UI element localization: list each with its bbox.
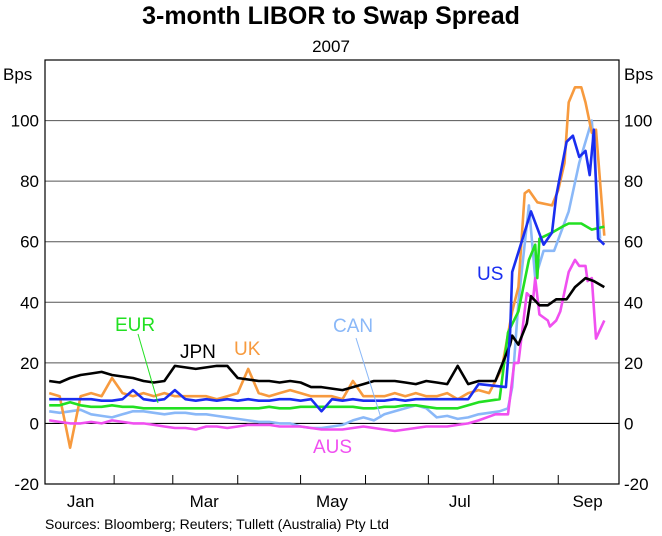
y-axis-label-left: Bps bbox=[3, 65, 32, 84]
series-line-jpn bbox=[49, 276, 605, 392]
plot-frame bbox=[44, 59, 620, 485]
series-label-uk: UK bbox=[234, 339, 261, 360]
y-tick-label-right: 0 bbox=[624, 414, 633, 433]
chart-subtitle: 2007 bbox=[312, 37, 350, 56]
y-tick-label-right: 40 bbox=[624, 293, 643, 312]
series-label-eur: EUR bbox=[115, 315, 155, 336]
chart-title: 3-month LIBOR to Swap Spread bbox=[142, 2, 520, 30]
x-tick-label: Mar bbox=[190, 492, 220, 511]
series-line-uk bbox=[48, 86, 606, 450]
series-line-aus bbox=[49, 258, 606, 433]
series-line-can bbox=[49, 119, 602, 430]
y-axis-label-right: Bps bbox=[624, 65, 653, 84]
y-tick-label-left: 60 bbox=[20, 233, 39, 252]
series-line-us bbox=[49, 128, 606, 413]
eur-leader-line bbox=[137, 333, 159, 404]
y-tick-label-left: 80 bbox=[20, 172, 39, 191]
y-tick-label-right: 20 bbox=[624, 354, 643, 373]
y-tick-label-right: 100 bbox=[624, 112, 652, 131]
y-tick-label-left: 0 bbox=[30, 414, 39, 433]
series-label-can: CAN bbox=[333, 316, 373, 337]
series-label-jpn: JPN bbox=[180, 342, 216, 363]
y-tick-label-right: -20 bbox=[624, 475, 649, 494]
y-tick-label-left: 20 bbox=[20, 354, 39, 373]
y-tick-label-left: -20 bbox=[14, 475, 39, 494]
y-tick-label-right: 60 bbox=[624, 233, 643, 252]
y-tick-label-right: 80 bbox=[624, 172, 643, 191]
series-line-eur bbox=[49, 222, 605, 410]
x-tick-label: Sep bbox=[572, 492, 602, 511]
source-note: Sources: Bloomberg; Reuters; Tullett (Au… bbox=[45, 516, 389, 532]
series-label-aus: AUS bbox=[313, 437, 352, 458]
y-tick-label-left: 100 bbox=[11, 112, 39, 131]
x-tick-label: Jan bbox=[67, 492, 94, 511]
series-label-us: US bbox=[477, 264, 503, 285]
x-tick-label: Jul bbox=[449, 492, 471, 511]
x-tick-label: May bbox=[316, 492, 349, 511]
y-tick-label-left: 40 bbox=[20, 293, 39, 312]
can-leader-line bbox=[355, 337, 382, 419]
